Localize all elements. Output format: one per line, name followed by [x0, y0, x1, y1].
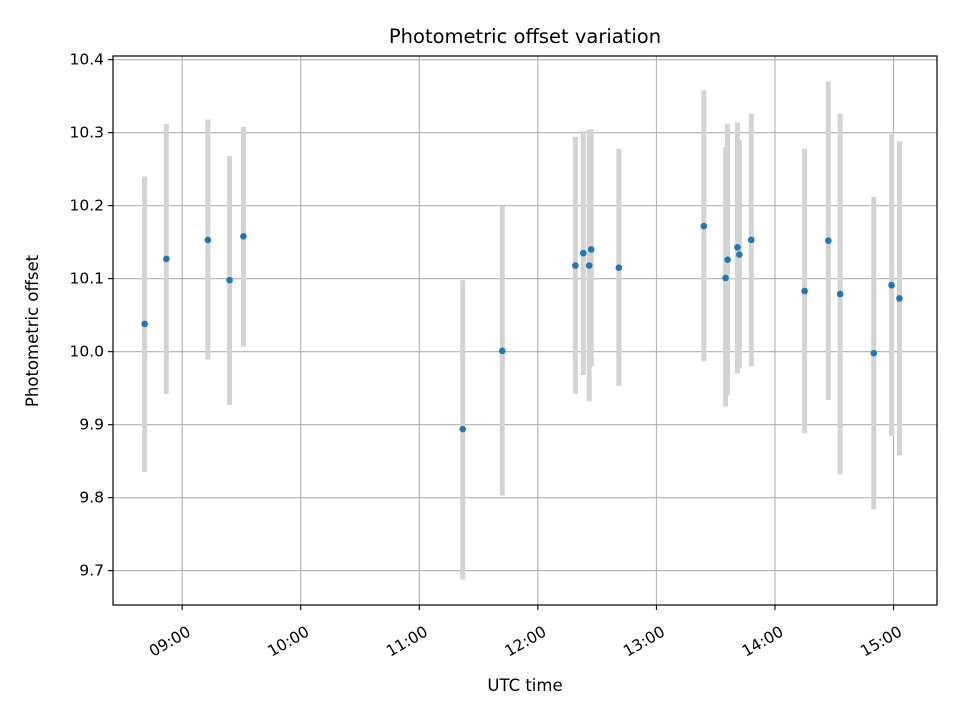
data-point	[724, 256, 731, 263]
y-axis-label: Photometric offset	[23, 254, 42, 407]
y-tick-label: 10.2	[69, 197, 104, 215]
data-point	[240, 233, 247, 240]
data-point	[896, 295, 903, 302]
plot-frame	[112, 55, 938, 606]
data-point	[459, 425, 467, 433]
y-tick-label: 9.8	[79, 489, 104, 507]
data-point	[498, 347, 506, 355]
data-point	[870, 349, 878, 357]
data-point	[825, 237, 832, 245]
y-tick-label: 10.1	[69, 270, 104, 288]
data-point	[141, 320, 148, 328]
x-axis-label: UTC time	[487, 676, 562, 695]
data-point	[747, 236, 755, 244]
y-tick-label: 10.0	[69, 343, 104, 361]
y-tick-label: 9.7	[79, 562, 104, 580]
data-point	[572, 262, 579, 269]
data-point	[801, 287, 808, 295]
data-point	[204, 236, 212, 244]
data-points	[141, 222, 903, 433]
grid	[113, 56, 937, 605]
data-point	[700, 222, 708, 230]
y-tick-label: 9.9	[79, 416, 104, 434]
y-axis: 9.7 9.8 9.9 10.0 10.1 10.2 10.3 10.4	[69, 51, 113, 580]
data-point	[615, 264, 623, 272]
chart-title: Photometric offset variation	[389, 25, 661, 48]
data-point	[579, 249, 587, 257]
y-tick-label: 10.4	[69, 51, 104, 69]
data-point	[888, 281, 895, 289]
data-point	[226, 276, 233, 284]
data-point	[836, 290, 844, 298]
data-point	[722, 274, 729, 282]
data-point	[734, 243, 741, 251]
data-point	[585, 262, 593, 269]
data-point	[736, 251, 743, 258]
data-point	[587, 246, 595, 253]
y-tick-label: 10.3	[69, 124, 104, 142]
data-point	[163, 255, 170, 263]
